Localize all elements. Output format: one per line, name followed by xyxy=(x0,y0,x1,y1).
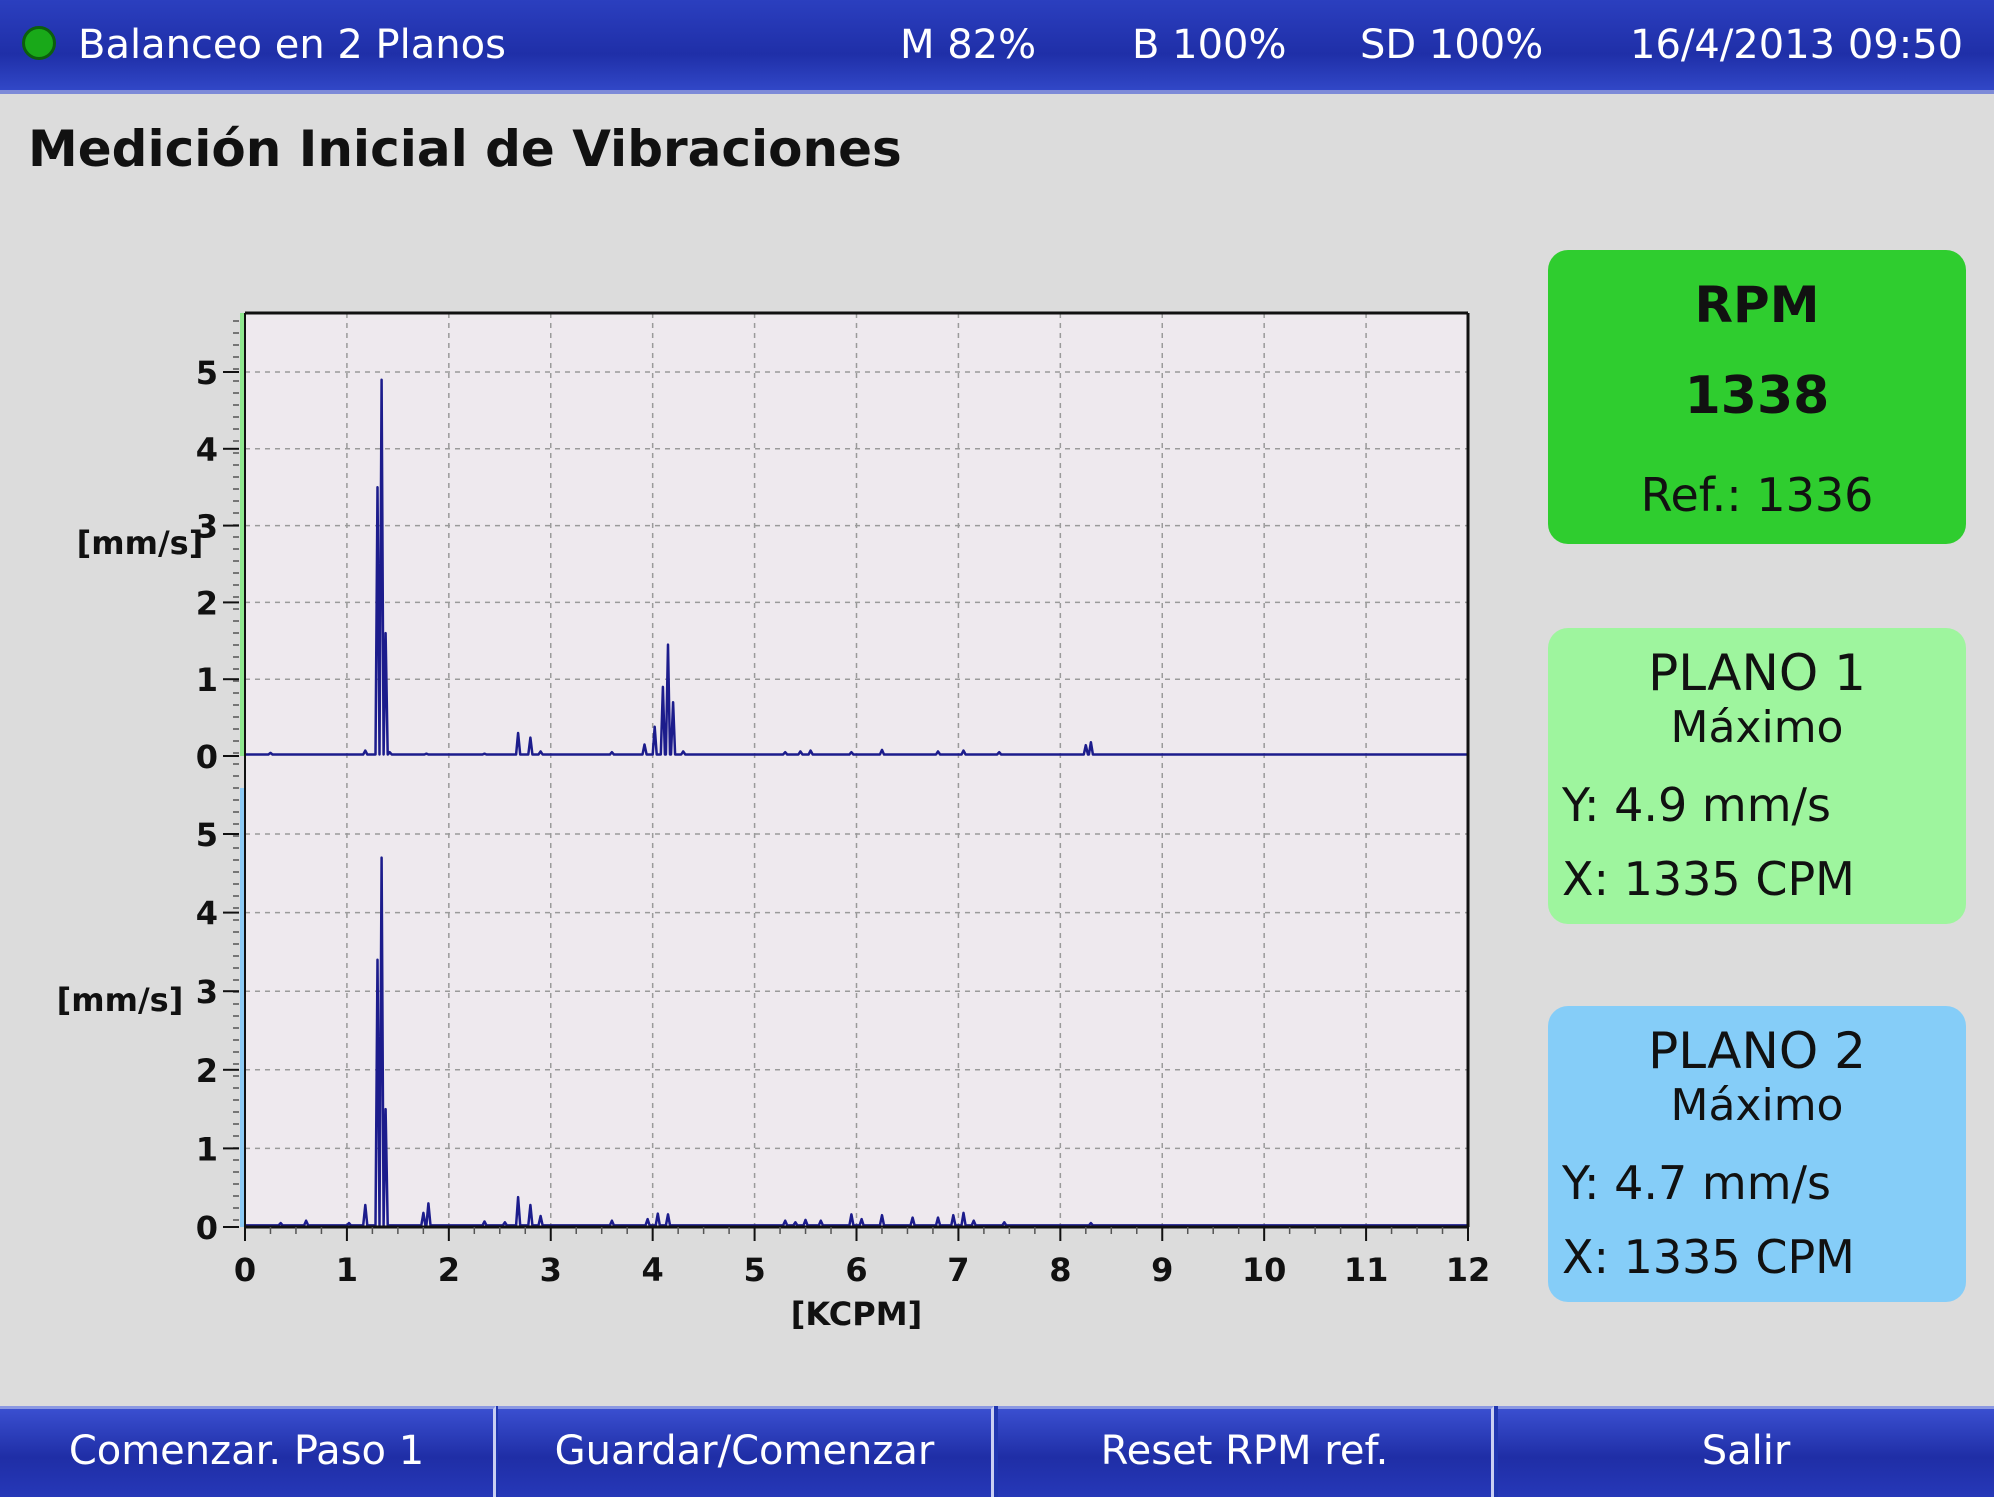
panel-2-spectrum-series xyxy=(245,856,1468,1227)
x-axis-label: [KCPM] xyxy=(791,1295,922,1333)
x-tick-label: 11 xyxy=(1344,1251,1389,1289)
battery-status: B 100% xyxy=(1132,22,1287,68)
x-tick-label: 5 xyxy=(743,1251,765,1289)
x-tick-label: 7 xyxy=(947,1251,969,1289)
x-tick-label: 8 xyxy=(1049,1251,1071,1289)
panel-1-y-axis-label: [mm/s] xyxy=(77,524,204,562)
panel-2-y-axis-label: [mm/s] xyxy=(57,981,184,1019)
plane-1-panel: PLANO 1 Máximo Y: 4.9 mm/s X: 1335 CPM xyxy=(1548,628,1966,924)
plane-1-max-frequency: X: 1335 CPM xyxy=(1562,852,1855,906)
plane-2-subtitle: Máximo xyxy=(1670,1080,1844,1131)
sd-card-status: SD 100% xyxy=(1360,22,1544,68)
panel-1-y-tick-label: 2 xyxy=(196,584,218,622)
panel-2-y-tick-label: 3 xyxy=(196,973,218,1011)
rpm-value: 1338 xyxy=(1684,366,1830,426)
plane-2-max-frequency: X: 1335 CPM xyxy=(1562,1230,1855,1284)
x-tick-label: 4 xyxy=(642,1251,664,1289)
start-step-1-button[interactable]: Comenzar. Paso 1 xyxy=(0,1406,496,1497)
x-tick-label: 3 xyxy=(540,1251,562,1289)
save-start-button[interactable]: Guardar/Comenzar xyxy=(498,1406,994,1497)
plane-2-title: PLANO 2 xyxy=(1648,1022,1866,1080)
panel-1-y-tick-label: 1 xyxy=(196,661,218,699)
panel-2-y-tick-label: 0 xyxy=(196,1209,218,1247)
panel-1-y-tick-label: 0 xyxy=(196,738,218,776)
panel-1-y-tick-label: 4 xyxy=(196,431,218,469)
date-time: 16/4/2013 09:50 xyxy=(1630,22,1964,68)
panel-1-y-tick-label: 3 xyxy=(196,508,218,546)
plane-2-max-amplitude: Y: 4.7 mm/s xyxy=(1562,1156,1831,1210)
panel-2-axis-strip xyxy=(240,788,246,1227)
plane-2-panel: PLANO 2 Máximo Y: 4.7 mm/s X: 1335 CPM xyxy=(1548,1006,1966,1302)
panel-1-axis-strip xyxy=(240,313,246,756)
panel-1-y-tick-label: 5 xyxy=(196,354,218,392)
panel-2-y-tick-label: 4 xyxy=(196,895,218,933)
panel-2-y-tick-label: 5 xyxy=(196,816,218,854)
plot-area xyxy=(245,313,1468,1227)
panel-2-y-tick-label: 2 xyxy=(196,1052,218,1090)
x-tick-label: 2 xyxy=(438,1251,460,1289)
status-indicator-icon xyxy=(22,26,56,60)
status-bar: Balanceo en 2 Planos M 82% B 100% SD 100… xyxy=(0,0,1994,94)
memory-status: M 82% xyxy=(900,22,1037,68)
x-tick-label: 10 xyxy=(1242,1251,1287,1289)
app-title: Balanceo en 2 Planos xyxy=(78,22,506,68)
panel-1-spectrum-series xyxy=(245,378,1468,756)
x-tick-label: 1 xyxy=(336,1251,358,1289)
x-tick-label: 6 xyxy=(845,1251,867,1289)
plane-1-title: PLANO 1 xyxy=(1648,644,1866,702)
plane-1-subtitle: Máximo xyxy=(1670,702,1844,753)
page-title: Medición Inicial de Vibraciones xyxy=(28,120,902,178)
rpm-reference: Ref.: 1336 xyxy=(1640,468,1874,522)
x-tick-label: 12 xyxy=(1446,1251,1491,1289)
rpm-panel: RPM 1338 Ref.: 1336 xyxy=(1548,250,1966,544)
panel-2-y-tick-label: 1 xyxy=(196,1130,218,1168)
rpm-label: RPM xyxy=(1694,276,1820,334)
plane-1-max-amplitude: Y: 4.9 mm/s xyxy=(1562,778,1831,832)
x-tick-label: 9 xyxy=(1151,1251,1173,1289)
reset-rpm-ref-button[interactable]: Reset RPM ref. xyxy=(998,1406,1494,1497)
exit-button[interactable]: Salir xyxy=(1498,1406,1994,1497)
x-tick-label: 0 xyxy=(234,1251,256,1289)
